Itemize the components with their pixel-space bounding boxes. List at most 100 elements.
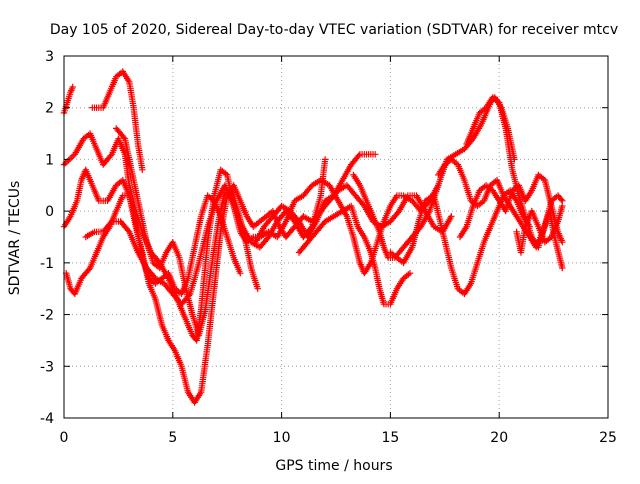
data-point xyxy=(479,112,481,114)
data-point xyxy=(128,184,130,186)
y-tick-label: -4 xyxy=(40,411,54,427)
data-point xyxy=(233,205,235,207)
data-point xyxy=(298,251,300,254)
data-point xyxy=(194,246,196,248)
x-tick-label: 15 xyxy=(381,430,399,446)
data-series xyxy=(60,68,566,406)
data-point xyxy=(341,210,344,212)
data-point xyxy=(352,236,354,238)
data-point xyxy=(376,241,378,243)
data-point xyxy=(252,226,254,228)
data-point xyxy=(137,143,139,145)
data-point xyxy=(485,184,487,186)
data-point xyxy=(516,215,518,217)
data-point xyxy=(516,231,518,233)
data-point xyxy=(409,272,411,274)
data-point xyxy=(328,184,331,186)
series-track-7 xyxy=(82,156,329,308)
data-point xyxy=(85,236,87,238)
data-point xyxy=(187,277,189,279)
data-point xyxy=(146,267,148,269)
data-point xyxy=(278,226,280,228)
data-point xyxy=(470,282,472,285)
data-point xyxy=(466,143,468,145)
data-point xyxy=(389,251,391,254)
data-point xyxy=(463,293,465,295)
data-point xyxy=(106,200,109,202)
data-point xyxy=(561,241,563,243)
data-point xyxy=(172,241,174,243)
data-point xyxy=(518,195,520,197)
series-track-9 xyxy=(256,176,442,277)
data-point xyxy=(167,339,169,341)
data-point xyxy=(265,215,267,217)
data-point xyxy=(544,179,546,181)
data-point xyxy=(74,153,76,155)
data-point xyxy=(498,101,500,104)
data-point xyxy=(537,174,540,176)
data-point xyxy=(135,220,137,223)
data-point xyxy=(72,86,74,88)
series-track-2 xyxy=(89,68,146,173)
data-point xyxy=(455,153,457,155)
data-point xyxy=(191,334,193,336)
data-point xyxy=(346,215,348,217)
data-point xyxy=(429,210,431,212)
data-point xyxy=(96,251,98,254)
data-point xyxy=(302,215,304,217)
data-point xyxy=(396,257,398,259)
data-point xyxy=(524,226,526,228)
data-point xyxy=(463,148,465,150)
y-axis-label: SDTVAR / TECUs xyxy=(7,181,23,296)
data-point xyxy=(220,169,222,171)
data-point xyxy=(102,107,104,109)
data-point xyxy=(146,241,148,243)
data-point xyxy=(389,303,391,305)
data-point xyxy=(207,345,209,347)
data-point xyxy=(505,127,507,129)
data-point xyxy=(76,200,78,202)
chart-title: Day 105 of 2020, Sidereal Day-to-day VTE… xyxy=(50,22,618,38)
data-point xyxy=(378,288,381,290)
data-point xyxy=(267,231,270,233)
data-point xyxy=(133,107,135,109)
data-point xyxy=(359,184,361,186)
data-point xyxy=(294,200,296,202)
data-point xyxy=(165,251,167,254)
data-point xyxy=(472,127,474,129)
data-point xyxy=(350,164,352,166)
data-point xyxy=(302,236,304,238)
data-point xyxy=(128,195,130,197)
y-tick-label: 1 xyxy=(45,152,54,168)
data-point xyxy=(437,174,439,176)
data-point xyxy=(479,189,481,192)
data-point xyxy=(433,226,435,228)
data-point xyxy=(355,195,357,197)
data-point xyxy=(93,231,96,233)
data-point xyxy=(102,164,104,166)
data-point xyxy=(69,288,72,290)
data-point xyxy=(550,236,553,238)
data-point xyxy=(531,210,533,212)
data-point xyxy=(446,158,448,160)
data-point xyxy=(511,189,513,192)
data-point xyxy=(254,241,257,243)
data-point xyxy=(472,138,474,140)
data-point xyxy=(496,179,498,181)
data-point xyxy=(148,277,150,279)
data-point xyxy=(244,236,246,238)
x-tick-label: 0 xyxy=(60,430,69,446)
data-point xyxy=(437,184,439,186)
data-point xyxy=(241,226,243,228)
data-point xyxy=(489,184,492,186)
data-point xyxy=(302,195,304,197)
data-point xyxy=(457,288,459,290)
data-point xyxy=(357,226,359,228)
data-point xyxy=(154,282,156,285)
data-point xyxy=(267,236,270,238)
data-point xyxy=(383,220,385,223)
data-point xyxy=(561,205,563,207)
data-point xyxy=(174,288,176,290)
data-point xyxy=(459,236,461,238)
